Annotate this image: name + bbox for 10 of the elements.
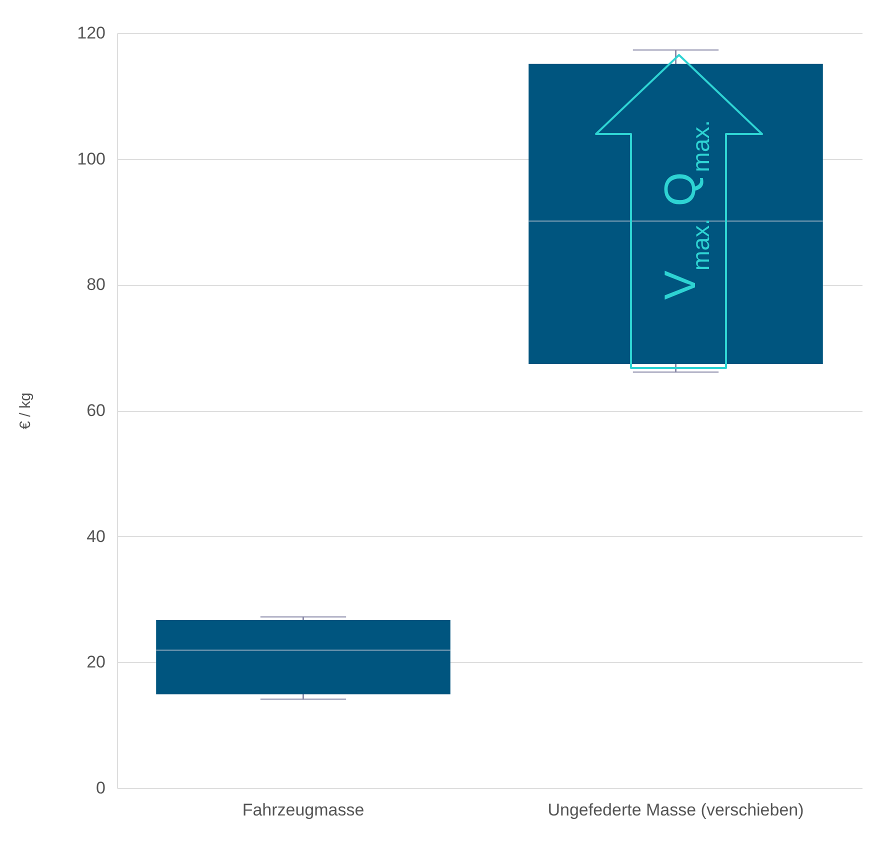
- x-tick-label: Fahrzeugmasse: [242, 800, 364, 820]
- y-tick-label: 120: [77, 24, 106, 42]
- y-tick-label: 40: [86, 526, 106, 546]
- y-tick-label: 100: [77, 149, 106, 168]
- y-tick-label: 20: [86, 652, 106, 672]
- y-tick-label: 0: [96, 778, 106, 798]
- y-axis-title: € / kg: [17, 392, 34, 430]
- y-tick-label: 60: [86, 401, 106, 420]
- y-tick-label: 80: [86, 275, 106, 294]
- x-tick-label: Ungefederte Masse (verschieben): [548, 800, 804, 820]
